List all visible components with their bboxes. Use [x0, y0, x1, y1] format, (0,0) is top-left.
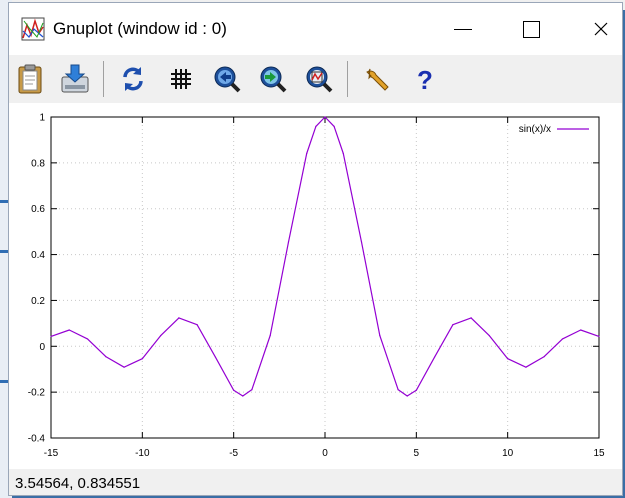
next-zoom-button[interactable] — [257, 63, 289, 95]
data-point — [105, 356, 107, 358]
y-tick-label: 0.2 — [31, 296, 45, 307]
toolbar: ? — [9, 55, 622, 103]
plot-area[interactable]: -15 -10 -5 0 5 10 15 -0.4 -0.2 0 0.2 0.4 0.6 0.8 1 sin(… — [9, 103, 622, 469]
toolbar-separator — [103, 61, 104, 97]
legend-label: sin(x)/x — [519, 124, 551, 135]
data-point — [160, 335, 162, 337]
data-point — [233, 389, 235, 391]
data-point — [434, 356, 436, 358]
y-tick-label: 0.8 — [31, 158, 45, 169]
data-point — [333, 125, 335, 128]
x-tick-label: -10 — [135, 448, 150, 459]
data-point — [324, 116, 326, 118]
x-tick-label: 0 — [322, 448, 328, 459]
window-title: Gnuplot (window id : 0) — [53, 19, 227, 38]
wrench-icon — [366, 68, 389, 91]
data-point — [525, 366, 527, 368]
data-point — [488, 335, 490, 337]
data-point — [315, 125, 317, 128]
sinc-chart[interactable]: -15 -10 -5 0 5 10 15 -0.4 -0.2 0 0.2 0.4 0.6 0.8 1 sin(… — [9, 103, 622, 469]
x-tick-label: 10 — [502, 448, 514, 459]
close-icon — [594, 22, 608, 36]
data-point — [397, 389, 399, 391]
data-point — [123, 366, 125, 368]
previous-zoom-button[interactable] — [211, 63, 243, 95]
y-tick-label: -0.4 — [28, 434, 46, 445]
data-point — [242, 395, 244, 397]
y-tick-label: -0.2 — [28, 388, 46, 399]
save-icon — [61, 64, 89, 93]
data-point — [379, 334, 381, 337]
options-button[interactable] — [361, 63, 393, 95]
data-point — [196, 324, 198, 326]
x-tick-label: 5 — [414, 448, 420, 459]
zoom-autoscale-icon — [306, 66, 333, 93]
data-point — [68, 329, 70, 331]
data-point — [507, 358, 509, 360]
toolbar-separator — [347, 61, 348, 97]
status-bar: 3.54564, 0.834551 — [9, 469, 622, 495]
x-tick-label: -15 — [44, 448, 59, 459]
svg-text:?: ? — [417, 65, 433, 95]
data-point — [50, 335, 52, 338]
y-tick-label: 0.4 — [31, 250, 45, 261]
x-tick-label: -5 — [229, 448, 238, 459]
y-tick-label: 0.6 — [31, 204, 45, 215]
data-point — [86, 338, 89, 340]
data-point — [561, 338, 564, 340]
data-point — [251, 389, 253, 391]
zoom-back-icon — [214, 66, 241, 93]
grid-toggle-button[interactable] — [165, 63, 197, 95]
gnuplot-app-icon — [21, 17, 45, 41]
y-tick-label: 1 — [39, 113, 45, 124]
data-point — [287, 241, 290, 243]
minimize-button[interactable] — [440, 3, 486, 55]
maximize-button[interactable] — [509, 3, 555, 55]
data-point — [269, 334, 271, 337]
x-tick-label: 15 — [593, 448, 605, 459]
gnuplot-window: Gnuplot (window id : 0) — [8, 2, 623, 496]
data-point — [406, 395, 408, 397]
title-bar[interactable]: Gnuplot (window id : 0) — [9, 3, 622, 55]
data-point — [580, 329, 582, 331]
data-point — [342, 152, 344, 155]
refresh-icon — [123, 67, 143, 91]
data-point — [214, 356, 216, 358]
clipboard-icon — [18, 64, 42, 94]
data-point — [178, 317, 180, 319]
data-point — [543, 356, 545, 358]
help-button[interactable]: ? — [409, 63, 441, 95]
data-point — [306, 152, 308, 155]
series-line-sinc — [50, 116, 600, 397]
zoom-forward-icon — [260, 66, 287, 93]
data-point — [452, 324, 454, 326]
data-point — [598, 335, 600, 338]
copy-to-clipboard-button[interactable] — [15, 63, 47, 95]
save-button[interactable] — [59, 63, 91, 95]
y-tick-label: 0 — [39, 342, 45, 353]
close-button[interactable] — [578, 3, 624, 55]
help-icon: ? — [417, 65, 433, 95]
cursor-coordinates: 3.54564, 0.834551 — [15, 475, 141, 492]
grid-icon — [171, 69, 191, 89]
data-point — [360, 241, 363, 243]
replot-button[interactable] — [117, 63, 149, 95]
data-point — [141, 358, 143, 360]
data-point — [415, 389, 417, 391]
autoscale-button[interactable] — [303, 63, 335, 95]
data-point — [470, 317, 472, 319]
